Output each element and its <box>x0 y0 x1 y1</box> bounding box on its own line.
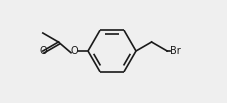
Text: O: O <box>39 46 47 56</box>
Text: O: O <box>70 46 78 56</box>
Text: Br: Br <box>170 46 181 56</box>
